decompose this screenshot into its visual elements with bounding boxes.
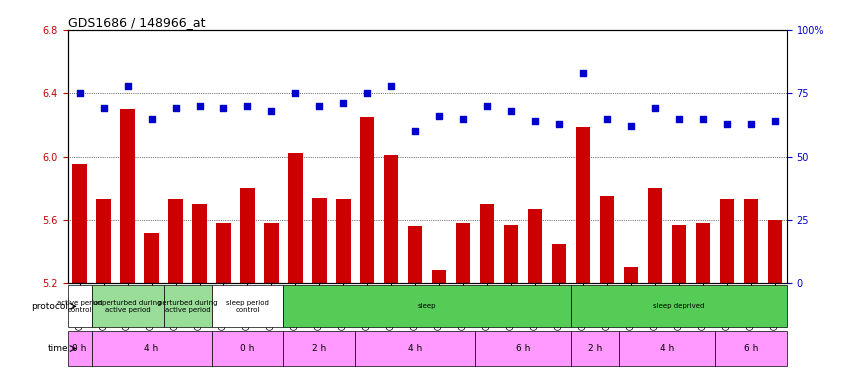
Text: protocol: protocol [31,302,69,311]
Bar [648,188,662,283]
Text: GDS1686 / 148966_at: GDS1686 / 148966_at [68,16,206,29]
FancyBboxPatch shape [283,332,355,366]
Bar [312,198,327,283]
Point [360,90,374,96]
FancyBboxPatch shape [91,332,212,366]
Point [481,103,494,109]
Point [696,116,710,122]
Point [217,105,230,111]
Point [624,123,638,129]
Point [145,116,158,122]
Text: 0 h: 0 h [240,344,255,353]
Bar [767,220,782,283]
Text: sleep: sleep [418,303,437,309]
Point [409,128,422,134]
Bar [288,153,303,283]
Bar [217,223,231,283]
Point [313,103,327,109]
FancyBboxPatch shape [68,285,91,327]
FancyBboxPatch shape [619,332,715,366]
Bar [624,267,638,283]
Point [720,121,733,127]
Bar [672,225,686,283]
Bar [600,196,614,283]
Bar [360,117,375,283]
Point [528,118,542,124]
Bar [480,204,494,283]
FancyBboxPatch shape [355,332,475,366]
Bar [408,226,422,283]
Bar [456,223,470,283]
Bar [192,204,206,283]
Bar [336,199,350,283]
Point [504,108,518,114]
Point [73,90,86,96]
Point [384,83,398,89]
Text: 2 h: 2 h [588,344,602,353]
Point [768,118,782,124]
Bar [552,244,566,283]
Bar [73,165,87,283]
FancyBboxPatch shape [475,332,571,366]
Text: active period
control: active period control [57,300,102,313]
Text: sleep deprived: sleep deprived [653,303,705,309]
Point [744,121,758,127]
FancyBboxPatch shape [212,285,283,327]
Bar [432,270,447,283]
FancyBboxPatch shape [212,332,283,366]
Point [337,100,350,106]
Point [265,108,278,114]
Text: 4 h: 4 h [408,344,422,353]
FancyBboxPatch shape [283,285,571,327]
Point [96,105,110,111]
Point [168,105,182,111]
Text: sleep period
control: sleep period control [226,300,269,313]
FancyBboxPatch shape [163,285,212,327]
Bar [96,199,111,283]
Point [457,116,470,122]
Bar [744,199,758,283]
FancyBboxPatch shape [571,332,619,366]
FancyBboxPatch shape [571,285,787,327]
Point [601,116,614,122]
Text: 6 h: 6 h [516,344,530,353]
Point [672,116,685,122]
Bar [120,109,135,283]
Text: 4 h: 4 h [145,344,159,353]
Point [121,83,135,89]
Bar [264,223,278,283]
Bar [384,155,398,283]
Bar [528,209,542,283]
Bar [720,199,734,283]
Text: perturbed during
active period: perturbed during active period [158,300,217,313]
Point [576,70,590,76]
Point [193,103,206,109]
Bar [695,223,710,283]
FancyBboxPatch shape [68,332,91,366]
Bar [240,188,255,283]
Text: time: time [47,344,69,353]
Text: 4 h: 4 h [660,344,674,353]
Bar [504,225,519,283]
FancyBboxPatch shape [91,285,163,327]
Text: 2 h: 2 h [312,344,327,353]
Bar [145,232,159,283]
Point [552,121,566,127]
Point [432,113,446,119]
Point [648,105,662,111]
Point [288,90,302,96]
Text: unperturbed during
active period: unperturbed during active period [93,300,162,313]
Bar [576,126,591,283]
Point [240,103,254,109]
FancyBboxPatch shape [715,332,787,366]
Text: 6 h: 6 h [744,344,758,353]
Bar [168,199,183,283]
Text: 0 h: 0 h [73,344,87,353]
